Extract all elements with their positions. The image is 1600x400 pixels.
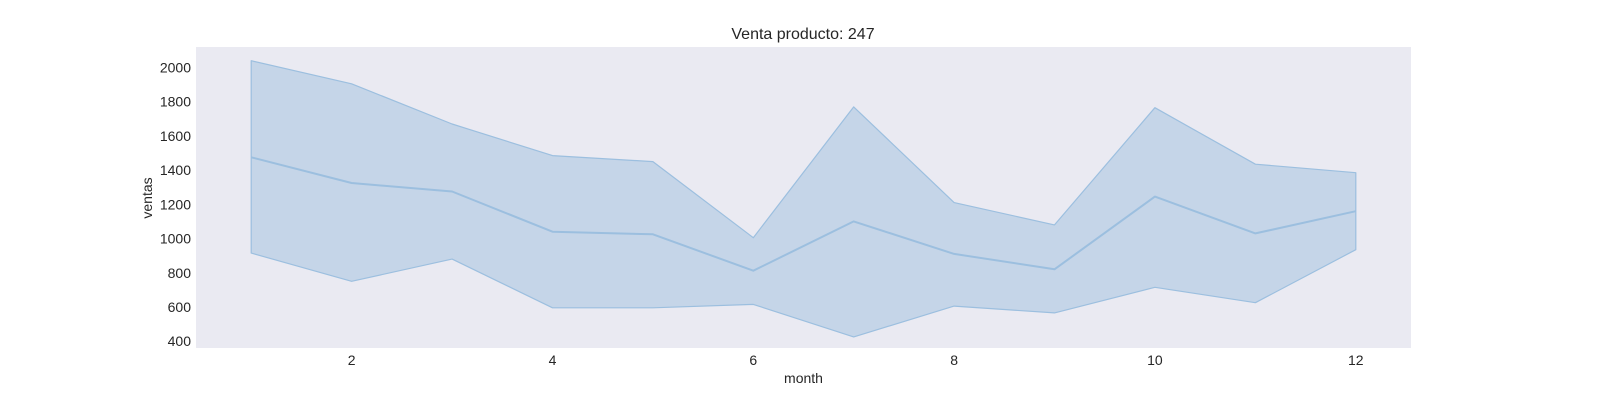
- y-tick-label: 1800: [160, 94, 191, 110]
- y-axis-ticks: 400 600 800 1000 1200 1400 1600 1800 2000: [160, 60, 191, 350]
- y-tick-label: 1600: [160, 128, 191, 144]
- y-tick-label: 400: [168, 333, 192, 349]
- confidence-band: [250, 60, 1357, 338]
- series-line-layer: [250, 156, 1357, 272]
- y-tick-label: 1200: [160, 196, 191, 212]
- y-tick-label: 600: [168, 299, 192, 315]
- x-tick-label: 4: [549, 352, 557, 368]
- x-axis-label: month: [784, 370, 823, 386]
- y-tick-label: 800: [168, 265, 192, 281]
- chart-title: Venta producto: 247: [731, 26, 874, 43]
- x-tick-label: 10: [1147, 352, 1163, 368]
- x-tick-label: 6: [749, 352, 757, 368]
- y-tick-label: 1000: [160, 231, 191, 247]
- y-axis-label: ventas: [139, 177, 155, 218]
- x-tick-label: 8: [950, 352, 958, 368]
- series-line: [250, 156, 1357, 272]
- y-tick-label: 1400: [160, 162, 191, 178]
- confidence-band-layer: [250, 60, 1357, 338]
- x-tick-label: 2: [348, 352, 356, 368]
- x-tick-label: 12: [1348, 352, 1364, 368]
- y-tick-label: 2000: [160, 60, 191, 76]
- x-axis-ticks: 2 4 6 8 10 12: [348, 352, 1364, 368]
